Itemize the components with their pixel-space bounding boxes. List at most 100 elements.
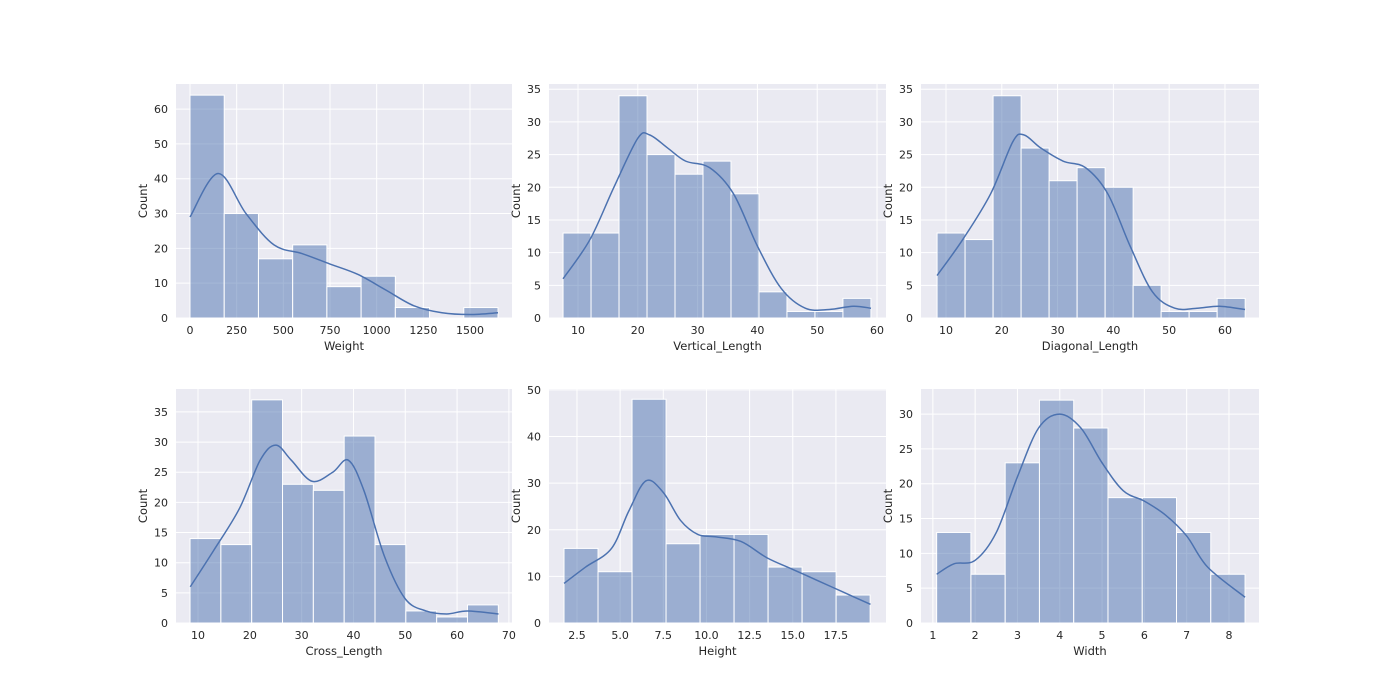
bar	[1160, 310, 1190, 319]
bar	[992, 95, 1022, 319]
x-tick-label: 15.0	[781, 629, 806, 642]
y-tick-label: 20	[154, 496, 168, 509]
x-tick-label: 20	[243, 629, 257, 642]
y-tick-label: 25	[899, 149, 913, 162]
y-tick-label: 10	[527, 570, 541, 583]
y-tick-label: 40	[154, 173, 168, 186]
bar	[702, 160, 732, 319]
bar	[835, 594, 871, 624]
bar	[292, 244, 328, 319]
y-tick-label: 60	[154, 103, 168, 116]
bar	[1076, 167, 1106, 319]
y-tick-label: 35	[154, 406, 168, 419]
subplot: 10 20 30 40 50 60 0 5 10 15 20 25 30 35 Vertical_Lengt…	[509, 83, 886, 353]
y-tick-label: 30	[154, 436, 168, 449]
bar	[374, 544, 407, 624]
bar	[618, 95, 648, 319]
x-tick-label: 20	[995, 324, 1009, 337]
bar	[758, 291, 788, 319]
bar	[282, 483, 314, 624]
x-tick-label: 1500	[456, 324, 484, 337]
y-tick-label: 15	[154, 527, 168, 540]
x-axis-label: Weight	[324, 339, 365, 353]
bar	[936, 531, 972, 624]
bar	[1107, 497, 1143, 624]
bar	[597, 571, 633, 624]
x-axis-label: Width	[1073, 644, 1106, 658]
x-axis-label: Height	[698, 644, 737, 658]
x-tick-label: 12.5	[737, 629, 762, 642]
bar	[936, 232, 966, 319]
y-axis-label: Count	[136, 183, 150, 218]
y-tick-label: 5	[161, 587, 168, 600]
y-tick-label: 15	[899, 513, 913, 526]
bar	[801, 571, 837, 624]
x-tick-label: 20	[631, 324, 645, 337]
y-tick-label: 20	[899, 478, 913, 491]
y-axis-label: Count	[881, 183, 895, 218]
y-tick-label: 25	[899, 443, 913, 456]
y-tick-label: 30	[154, 208, 168, 221]
y-tick-label: 10	[527, 247, 541, 260]
subplot: 10 20 30 40 50 60 0 5 10 15 20 25 30 35 Diagonal_Lengt…	[881, 83, 1259, 353]
x-tick-label: 30	[1051, 324, 1065, 337]
bar	[360, 275, 396, 319]
x-tick-label: 10.0	[694, 629, 719, 642]
bar	[563, 547, 599, 624]
bar	[189, 538, 222, 624]
x-tick-label: 50	[1162, 324, 1176, 337]
x-tick-label: 10	[191, 629, 205, 642]
x-tick-label: 500	[273, 324, 294, 337]
y-tick-label: 0	[534, 617, 541, 630]
bar	[665, 543, 701, 624]
subplot: 2.5 5.0 7.5 10.0 12.5 15.0 17.5 0 10 20 30 40 50 Heig…	[509, 384, 886, 658]
bar	[220, 544, 253, 624]
bar	[814, 310, 844, 319]
x-tick-label: 60	[450, 629, 464, 642]
x-tick-label: 7	[1183, 629, 1190, 642]
y-tick-label: 5	[534, 279, 541, 292]
x-tick-label: 5	[1099, 629, 1106, 642]
bar	[394, 307, 431, 319]
x-tick-label: 1250	[409, 324, 437, 337]
bar	[964, 239, 994, 319]
x-tick-label: 1	[929, 629, 936, 642]
bar	[1073, 427, 1109, 624]
bar	[436, 616, 468, 624]
bar	[1104, 186, 1134, 319]
y-tick-label: 20	[154, 242, 168, 255]
x-tick-label: 50	[398, 629, 412, 642]
y-tick-label: 10	[899, 547, 913, 560]
bar	[1048, 180, 1078, 319]
kde-line	[936, 133, 1246, 311]
bar	[631, 398, 667, 624]
bar	[1210, 573, 1246, 624]
y-tick-label: 30	[899, 116, 913, 129]
bar	[970, 573, 1006, 624]
y-tick-label: 0	[906, 312, 913, 325]
y-tick-label: 10	[154, 557, 168, 570]
x-tick-label: 17.5	[824, 629, 849, 642]
bar	[1141, 497, 1178, 624]
y-tick-label: 25	[154, 466, 168, 479]
x-tick-label: 4	[1056, 629, 1063, 642]
bar	[730, 193, 760, 319]
x-tick-label: 750	[320, 324, 341, 337]
bar	[733, 533, 769, 624]
x-tick-label: 2.5	[568, 629, 586, 642]
x-tick-label: 10	[571, 324, 585, 337]
bar	[251, 399, 284, 624]
x-tick-label: 40	[346, 629, 360, 642]
bar	[343, 435, 376, 624]
y-tick-label: 0	[161, 312, 168, 325]
y-tick-label: 50	[527, 384, 541, 397]
x-tick-label: 1000	[363, 324, 391, 337]
bar	[1020, 147, 1050, 319]
x-tick-label: 60	[1218, 324, 1232, 337]
y-tick-label: 40	[527, 431, 541, 444]
x-tick-label: 40	[750, 324, 764, 337]
bar	[1216, 297, 1246, 319]
y-axis-label: Count	[509, 488, 523, 523]
x-tick-label: 70	[502, 629, 516, 642]
